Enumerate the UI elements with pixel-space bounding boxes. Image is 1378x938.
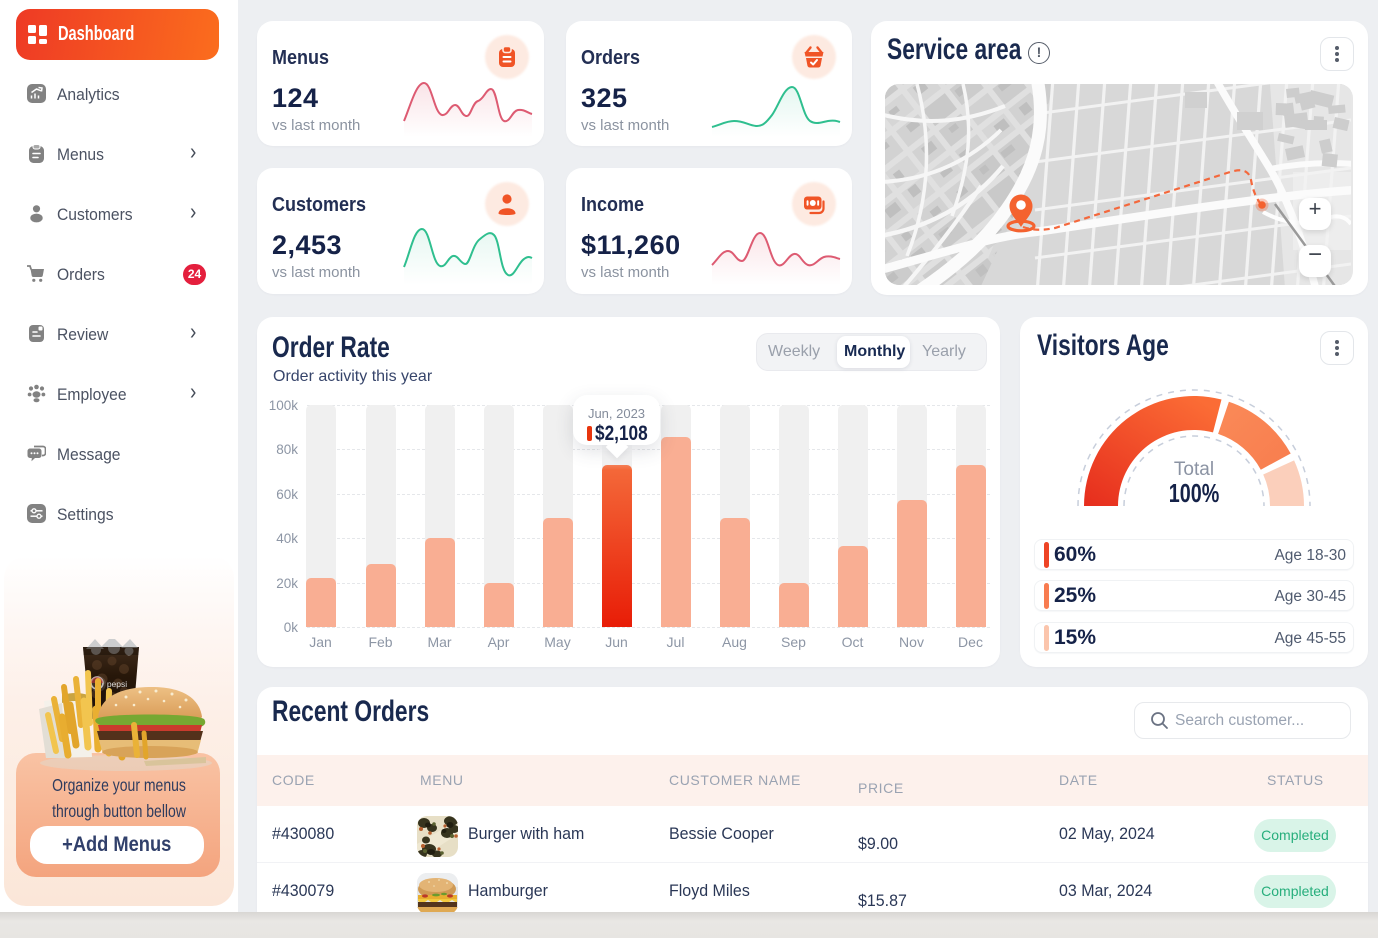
- svg-text:pepsi: pepsi: [107, 679, 127, 689]
